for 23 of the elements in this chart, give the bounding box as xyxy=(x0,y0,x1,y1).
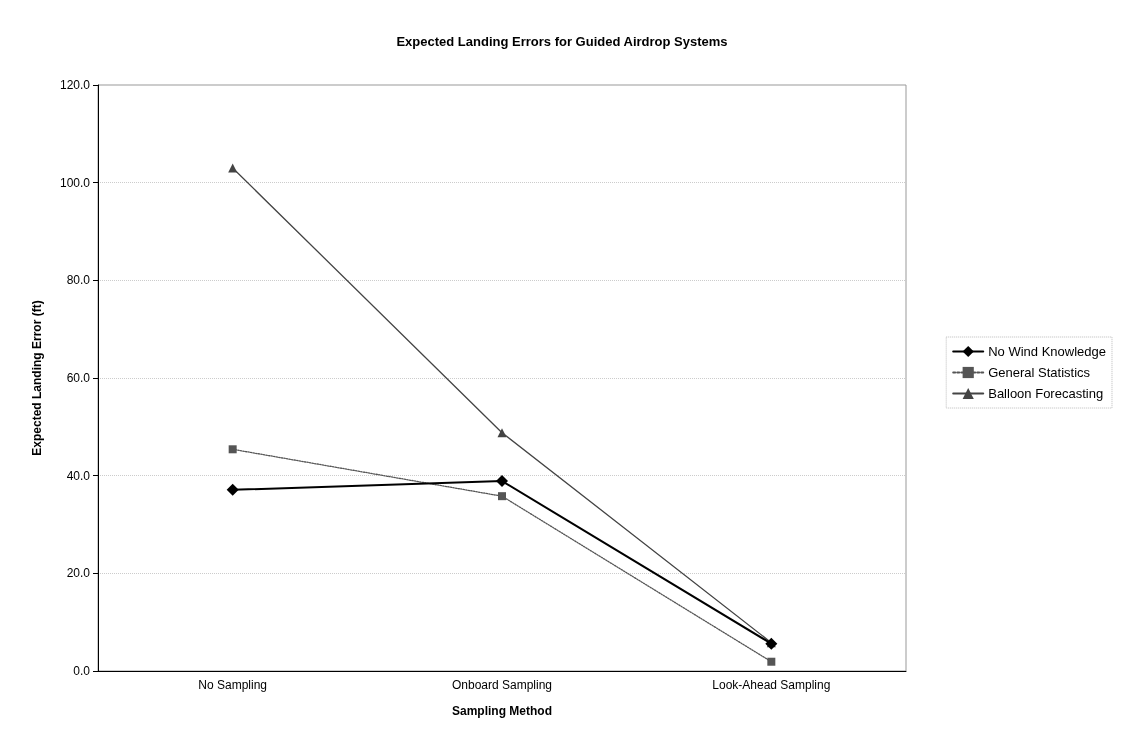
point xyxy=(496,475,508,488)
x-axis-title: Sampling Method xyxy=(452,704,552,718)
y-tick-label: 120.0 xyxy=(59,78,91,92)
chart-title: Expected Landing Errors for Guided Airdrop Systems xyxy=(396,34,728,49)
y-tick-label: 60.0 xyxy=(66,371,91,385)
x-tick-label: Onboard Sampling xyxy=(451,678,553,692)
y-tick-label: 40.0 xyxy=(66,468,91,483)
y-tick-label: 80.0 xyxy=(66,273,91,288)
point xyxy=(497,428,507,438)
legend-label: Balloon Forecasting xyxy=(988,386,1104,401)
point xyxy=(498,492,506,501)
point xyxy=(767,657,776,666)
y-axis-title: Expected Landing Error (ft) xyxy=(30,300,44,456)
point xyxy=(228,163,238,173)
y-tick-label: 20.0 xyxy=(66,566,91,581)
point xyxy=(226,483,239,496)
point xyxy=(228,445,237,454)
x-tick-label: Look-Ahead Sampling xyxy=(712,678,831,692)
y-tick-label: 0.0 xyxy=(73,664,91,678)
legend-label: No Wind Knowledge xyxy=(988,344,1107,359)
legend-label: General Statistics xyxy=(988,365,1091,380)
y-tick-label: 100.0 xyxy=(59,175,91,190)
x-tick-label: No Sampling xyxy=(198,678,268,692)
